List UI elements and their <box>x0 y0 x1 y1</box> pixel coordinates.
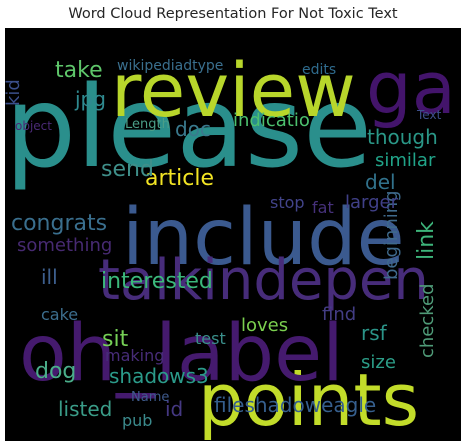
word-listed: listed <box>58 397 112 421</box>
word-id: id <box>165 397 183 421</box>
word-dog: dog <box>35 359 76 384</box>
word-include: include <box>122 193 405 283</box>
word-larger: larger <box>345 192 399 213</box>
word-send: send <box>101 157 154 182</box>
word-shadows3: shadows3 <box>109 364 209 388</box>
word-pub: pub <box>122 411 152 430</box>
word-object: object <box>15 119 52 133</box>
word-please: please <box>5 63 372 193</box>
word-review: review <box>111 48 356 134</box>
word-edits: edits <box>302 62 336 78</box>
word-ga: ga <box>366 46 456 130</box>
word-talkindepen: talkindepen <box>98 248 429 313</box>
word-take: take <box>55 58 103 83</box>
word-congrats: congrats <box>11 211 107 236</box>
word-stop: stop <box>270 193 305 212</box>
word-doc: doc <box>175 117 211 141</box>
word-jpg: jpg <box>74 87 106 111</box>
chart-title: Word Cloud Representation For Not Toxic … <box>68 6 398 22</box>
word-interested: interested <box>101 269 213 294</box>
word-beginning: beginning <box>381 190 402 280</box>
word-link: link <box>414 221 439 260</box>
word-fileshadoweagle: fileshadoweagle <box>214 393 376 417</box>
word-article: article <box>145 166 214 191</box>
word-name: Name <box>131 390 169 405</box>
word-though: though <box>367 125 438 149</box>
word-wikipediadtype: wikipediadtype <box>117 58 223 74</box>
word-find: find <box>322 304 356 325</box>
word-something: something <box>17 235 112 256</box>
word-similar: similar <box>375 150 436 171</box>
word-indicatio: indicatio <box>233 110 310 131</box>
word-text: Text <box>416 108 442 122</box>
word-points: points <box>198 358 419 441</box>
word-test: test <box>195 329 226 348</box>
word-size: size <box>361 352 396 373</box>
word-kid: kid <box>5 79 24 106</box>
word-cake: cake <box>41 305 78 324</box>
word-ill: ill <box>41 265 58 289</box>
word-checked: checked <box>417 283 438 358</box>
word-rsf: rsf <box>361 321 388 345</box>
word-loves: loves <box>241 315 288 336</box>
word-cloud-canvas: please include review points oh_label talkind… <box>5 28 461 441</box>
word-length: Length <box>125 117 170 132</box>
word-sit: sit <box>102 327 129 352</box>
word-fat: fat <box>312 198 334 217</box>
word-making: making <box>105 346 164 365</box>
word-oh-label: oh_label <box>19 309 344 399</box>
word-del: del <box>365 170 396 194</box>
